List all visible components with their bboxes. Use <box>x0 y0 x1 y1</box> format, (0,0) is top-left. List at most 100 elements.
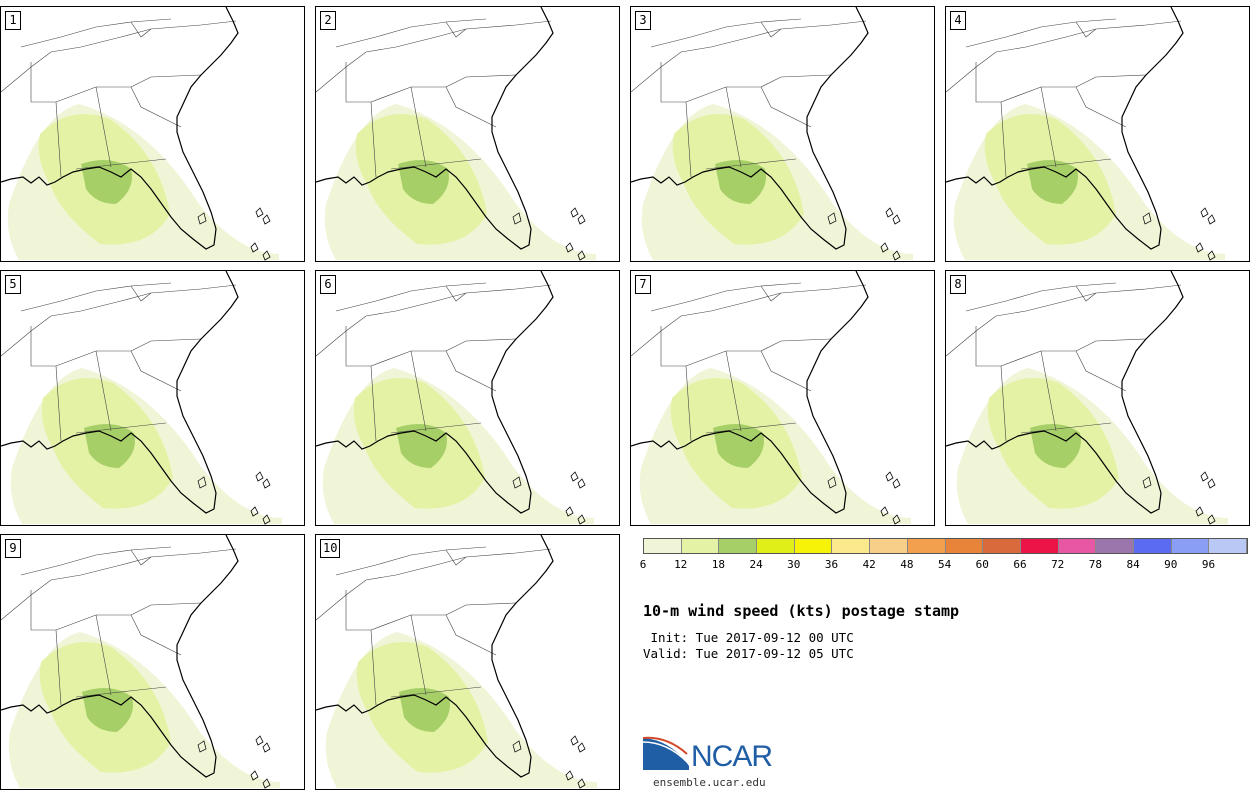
island-outline <box>892 250 901 261</box>
island-outline <box>262 514 271 525</box>
state-border <box>760 21 782 38</box>
island-outline <box>892 478 901 489</box>
valid-time: Valid: Tue 2017-09-12 05 UTC <box>643 646 854 661</box>
state-border <box>30 326 62 442</box>
wind-speed-map <box>631 271 911 525</box>
state-border <box>20 282 172 312</box>
legend-tick-label: 12 <box>674 558 688 571</box>
state-border <box>1 548 237 621</box>
state-border <box>1075 74 1147 88</box>
legend-tick-label: 36 <box>824 558 839 571</box>
island-outline <box>255 471 264 482</box>
coastline <box>1 271 239 514</box>
coastline <box>316 271 554 514</box>
ncar-logo: NCAR ensemble.ucar.edu <box>643 734 803 789</box>
state-border <box>411 350 497 392</box>
ensemble-member-panel: 4 <box>945 6 1250 262</box>
state-border <box>316 20 552 93</box>
lake-outline <box>827 476 837 489</box>
legend-swatch <box>719 539 758 553</box>
island-outline <box>892 214 901 225</box>
state-border <box>631 284 867 357</box>
member-number-label: 2 <box>320 11 336 30</box>
legend-tick-label: 90 <box>1164 558 1178 571</box>
state-border <box>760 74 832 88</box>
state-border <box>1 20 237 93</box>
wind-speed-contour <box>713 424 764 468</box>
legend-tick-label: 72 <box>1051 558 1065 571</box>
legend-tick-label: 84 <box>1126 558 1140 571</box>
wind-speed-map <box>316 7 596 261</box>
legend-swatch <box>1133 539 1172 553</box>
legend-tick-label: 78 <box>1088 558 1103 571</box>
legend-tick-label: 66 <box>1013 558 1027 571</box>
state-border <box>1041 350 1127 392</box>
ensemble-member-panel: 7 <box>630 270 935 526</box>
lake-outline <box>512 476 522 489</box>
legend-tick-label: 48 <box>900 558 914 571</box>
state-border <box>660 62 692 178</box>
island-outline <box>892 514 901 525</box>
legend-swatch <box>1020 539 1059 553</box>
wind-speed-contour <box>82 688 133 732</box>
island-outline <box>250 770 259 781</box>
state-border <box>445 285 467 302</box>
state-border <box>650 282 802 312</box>
state-border <box>1075 338 1147 352</box>
island-outline <box>577 478 586 489</box>
legend-tick-label: 60 <box>975 558 989 571</box>
legend-tick-label: 24 <box>749 558 763 571</box>
legend-tick-label: 42 <box>862 558 876 571</box>
island-outline <box>1207 214 1216 225</box>
legend-swatch <box>757 539 795 553</box>
lake-outline <box>827 212 837 225</box>
legend-swatch <box>832 539 871 553</box>
wind-speed-contour <box>1030 424 1081 468</box>
lake-outline <box>512 740 522 753</box>
state-border <box>20 546 172 576</box>
island-outline <box>255 735 264 746</box>
state-border <box>345 590 377 706</box>
state-border <box>760 338 832 352</box>
state-border <box>390 422 482 434</box>
ensemble-member-panel: 5 <box>0 270 305 526</box>
state-border <box>1075 21 1097 38</box>
legend-swatch <box>1209 539 1247 553</box>
island-outline <box>570 471 579 482</box>
state-border <box>445 74 517 88</box>
legend-color-bar <box>643 538 1248 554</box>
coastline <box>1 535 239 778</box>
state-border <box>96 614 182 656</box>
island-outline <box>577 778 586 789</box>
state-border <box>316 548 552 621</box>
state-border <box>445 21 467 38</box>
island-outline <box>262 214 271 225</box>
state-border <box>130 602 202 616</box>
legend-swatch <box>870 539 908 553</box>
lake-outline <box>1142 212 1152 225</box>
island-outline <box>1200 471 1209 482</box>
state-border <box>96 86 182 128</box>
state-border <box>705 422 797 434</box>
state-border <box>30 62 62 178</box>
legend-tick-label: 18 <box>711 558 726 571</box>
island-outline <box>1207 250 1216 261</box>
wind-speed-contour <box>81 160 132 204</box>
state-border <box>631 20 867 93</box>
legend-swatch <box>907 539 946 553</box>
ensemble-member-panel: 3 <box>630 6 935 262</box>
coastline <box>631 7 869 250</box>
state-border <box>1075 285 1097 302</box>
state-border <box>345 326 377 442</box>
state-border <box>75 158 167 170</box>
state-border <box>316 284 552 357</box>
coastline <box>1 7 239 250</box>
wind-speed-contour <box>396 424 447 468</box>
legend-tick-label: 30 <box>787 558 801 571</box>
lake-outline <box>197 740 207 753</box>
island-outline <box>885 471 894 482</box>
wind-speed-map <box>631 7 913 261</box>
legend-tick-label: 6 <box>639 558 647 571</box>
ensemble-member-panel: 6 <box>315 270 620 526</box>
state-border <box>1020 422 1112 434</box>
